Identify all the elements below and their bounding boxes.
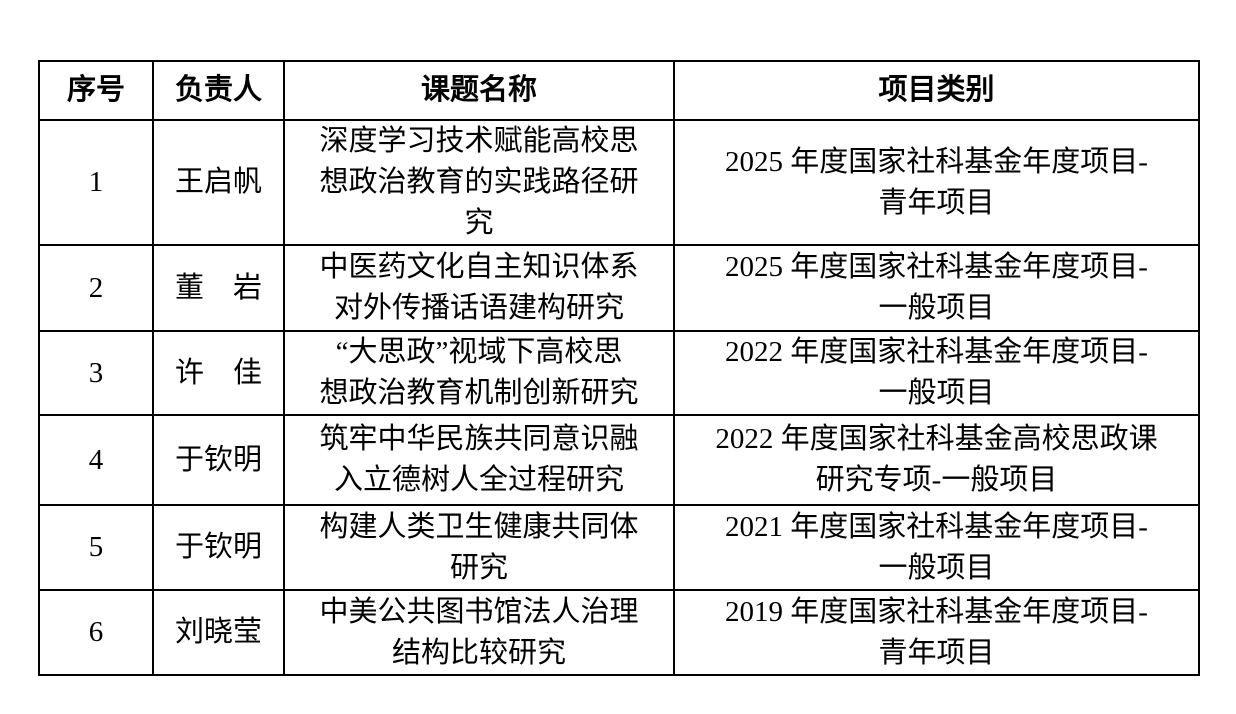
table-row: 1 王启帆 深度学习技术赋能高校思 想政治教育的实践路径研 究 2025 年度国… <box>38 119 1200 246</box>
cell-number: 2 <box>38 244 154 332</box>
table-row: 5 于钦明 构建人类卫生健康共同体 研究 2021 年度国家社科基金年度项目- … <box>38 504 1200 591</box>
cell-number: 4 <box>38 414 154 506</box>
cell-category: 2025 年度国家社科基金年度项目- 青年项目 <box>673 119 1200 246</box>
cell-number: 3 <box>38 330 154 416</box>
table-header-row: 序号 负责人 课题名称 项目类别 <box>38 60 1200 121</box>
cell-number: 6 <box>38 589 154 676</box>
cell-number: 5 <box>38 504 154 591</box>
cell-title: 中美公共图书馆法人治理 结构比较研究 <box>283 589 675 676</box>
cell-title: 中医药文化自主知识体系 对外传播话语建构研究 <box>283 244 675 332</box>
cell-number: 1 <box>38 119 154 246</box>
cell-leader: 于钦明 <box>152 504 285 591</box>
table-row: 2 董 岩 中医药文化自主知识体系 对外传播话语建构研究 2025 年度国家社科… <box>38 244 1200 332</box>
cell-leader: 王启帆 <box>152 119 285 246</box>
cell-category: 2019 年度国家社科基金年度项目- 青年项目 <box>673 589 1200 676</box>
cell-title: “大思政”视域下高校思 想政治教育机制创新研究 <box>283 330 675 416</box>
projects-table: 序号 负责人 课题名称 项目类别 1 王启帆 深度学习技术赋能高校思 想政治教育… <box>38 60 1200 676</box>
cell-category: 2022 年度国家社科基金年度项目- 一般项目 <box>673 330 1200 416</box>
cell-leader: 董 岩 <box>152 244 285 332</box>
column-header-title: 课题名称 <box>283 60 675 121</box>
column-header-category: 项目类别 <box>673 60 1200 121</box>
table-row: 4 于钦明 筑牢中华民族共同意识融 入立德树人全过程研究 2022 年度国家社科… <box>38 414 1200 506</box>
table-row: 6 刘晓莹 中美公共图书馆法人治理 结构比较研究 2019 年度国家社科基金年度… <box>38 589 1200 676</box>
cell-category: 2021 年度国家社科基金年度项目- 一般项目 <box>673 504 1200 591</box>
cell-category: 2025 年度国家社科基金年度项目- 一般项目 <box>673 244 1200 332</box>
column-header-number: 序号 <box>38 60 154 121</box>
cell-title: 深度学习技术赋能高校思 想政治教育的实践路径研 究 <box>283 119 675 246</box>
cell-leader: 刘晓莹 <box>152 589 285 676</box>
cell-leader: 许 佳 <box>152 330 285 416</box>
cell-category: 2022 年度国家社科基金高校思政课 研究专项-一般项目 <box>673 414 1200 506</box>
cell-leader: 于钦明 <box>152 414 285 506</box>
cell-title: 构建人类卫生健康共同体 研究 <box>283 504 675 591</box>
cell-title: 筑牢中华民族共同意识融 入立德树人全过程研究 <box>283 414 675 506</box>
table-row: 3 许 佳 “大思政”视域下高校思 想政治教育机制创新研究 2022 年度国家社… <box>38 330 1200 416</box>
column-header-leader: 负责人 <box>152 60 285 121</box>
